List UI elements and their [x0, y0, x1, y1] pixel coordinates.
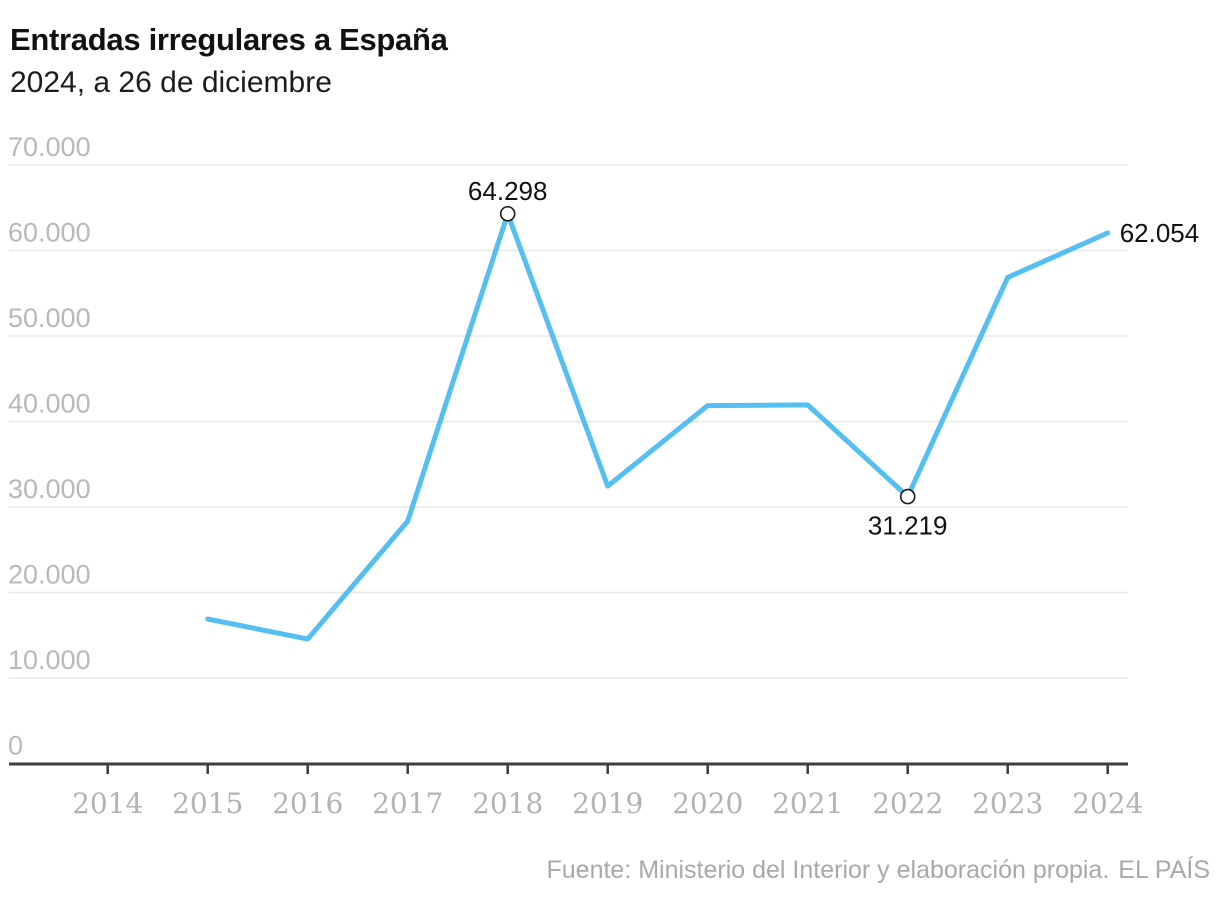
x-axis-label: 2019	[572, 787, 643, 820]
x-axis-label: 2023	[972, 787, 1043, 820]
x-axis-label: 2024	[1072, 787, 1143, 820]
data-point-marker	[499, 205, 516, 222]
annotation-label: 64.298	[468, 176, 548, 206]
x-axis-label: 2017	[372, 787, 443, 820]
y-axis-label: 50.000	[8, 303, 91, 333]
y-axis-label: 60.000	[8, 218, 91, 248]
x-axis-label: 2022	[872, 787, 943, 820]
y-axis-label: 20.000	[8, 560, 91, 590]
line-chart: 0 10.000 20.000 30.000 40.000 50.000 60.000 70.…	[8, 132, 1200, 820]
y-axis-label: 70.000	[8, 132, 91, 162]
x-axis-label: 2020	[672, 787, 743, 820]
y-axis-label: 40.000	[8, 389, 91, 419]
y-axis-label: 10.000	[8, 645, 91, 675]
chart-title: Entradas irregulares a España	[10, 22, 448, 57]
annotation-label: 62.054	[1120, 218, 1200, 248]
y-axis-label: 30.000	[8, 474, 91, 504]
brand-text: EL PAÍS	[1118, 856, 1210, 884]
y-axis-label: 0	[8, 731, 23, 761]
x-axis-label: 2015	[172, 787, 243, 820]
annotation-label: 31.219	[868, 511, 948, 541]
data-line	[205, 211, 1111, 642]
x-axis-label: 2016	[272, 787, 343, 820]
x-axis-label: 2021	[772, 787, 843, 820]
x-axis-label: 2018	[472, 787, 543, 820]
chart-footer: Fuente: Ministerio del Interior y elabor…	[546, 856, 1210, 885]
x-axis-label: 2014	[72, 787, 143, 820]
chart-subtitle: 2024, a 26 de diciembre	[10, 66, 332, 99]
source-text: Fuente: Ministerio del Interior y elabor…	[546, 856, 1110, 884]
data-point-marker	[899, 488, 916, 505]
